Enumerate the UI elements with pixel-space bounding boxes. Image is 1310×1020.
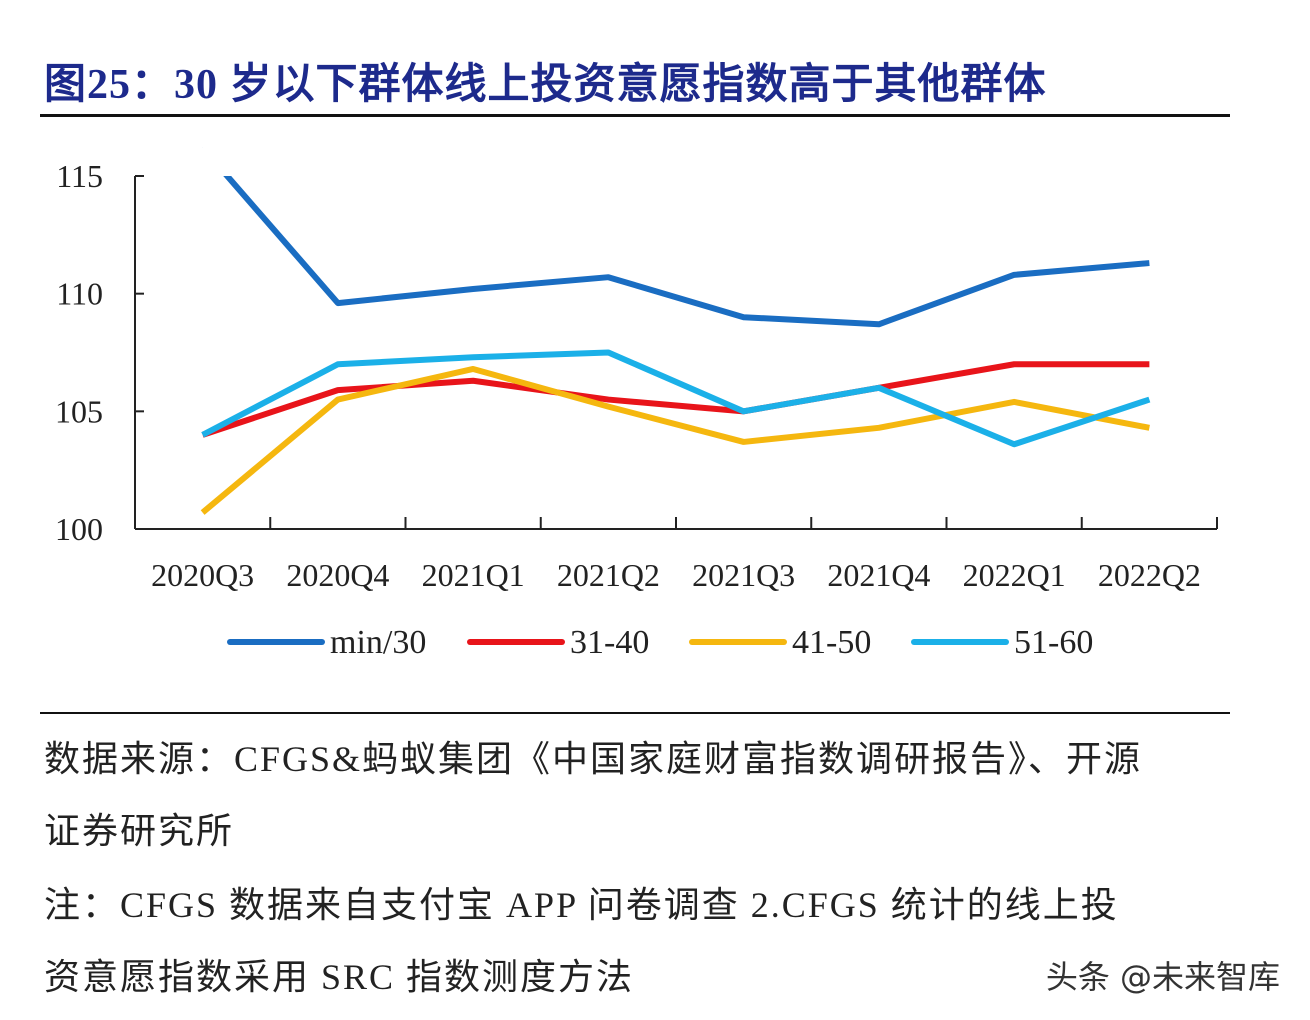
x-tick-label: 2020Q4	[286, 557, 389, 593]
series-line-41-50	[200, 365, 1150, 515]
legend-label: 41-50	[792, 624, 871, 661]
x-tick-label: 2022Q1	[963, 557, 1066, 593]
y-tick-label: 105	[55, 393, 103, 429]
source-divider	[40, 712, 1230, 714]
source-text-cont: 证券研究所	[44, 811, 235, 851]
series-line-31-40	[201, 361, 1150, 438]
legend-label: min/30	[330, 624, 426, 661]
chart-title: 图25：30 岁以下群体线上投资意愿指数高于其他群体	[44, 62, 1047, 108]
legend-label: 51-60	[1014, 624, 1093, 661]
x-tick-label: 2021Q4	[827, 557, 930, 593]
x-tick-label: 2020Q3	[151, 557, 254, 593]
y-tick-label: 110	[56, 276, 103, 312]
watermark: 头条 @未来智库	[1045, 958, 1280, 996]
x-tick-label: 2022Q2	[1098, 557, 1201, 593]
title-divider	[40, 114, 1230, 117]
series-line-51-60	[201, 349, 1151, 448]
line-chart: 100 105 110 115 2020Q3 2020Q4 2021Q1 2021Q2 2021…	[55, 147, 1218, 661]
legend-label: 31-40	[570, 624, 649, 661]
y-tick-label: 100	[55, 511, 103, 547]
note-text-cont: 资意愿指数采用 SRC 指数测度方法	[44, 957, 635, 997]
note-text: 注：CFGS 数据来自支付宝 APP 问卷调查 2.CFGS 统计的线上投	[44, 885, 1119, 925]
source-text: 数据来源：CFGS&蚂蚁集团《中国家庭财富指数调研报告》、开源	[44, 739, 1143, 779]
x-tick-label: 2021Q2	[557, 557, 660, 593]
series-line-min/30	[223, 176, 1150, 328]
x-tick-label: 2021Q1	[422, 557, 525, 593]
y-tick-label: 115	[56, 158, 103, 194]
x-tick-label: 2021Q3	[692, 557, 795, 593]
